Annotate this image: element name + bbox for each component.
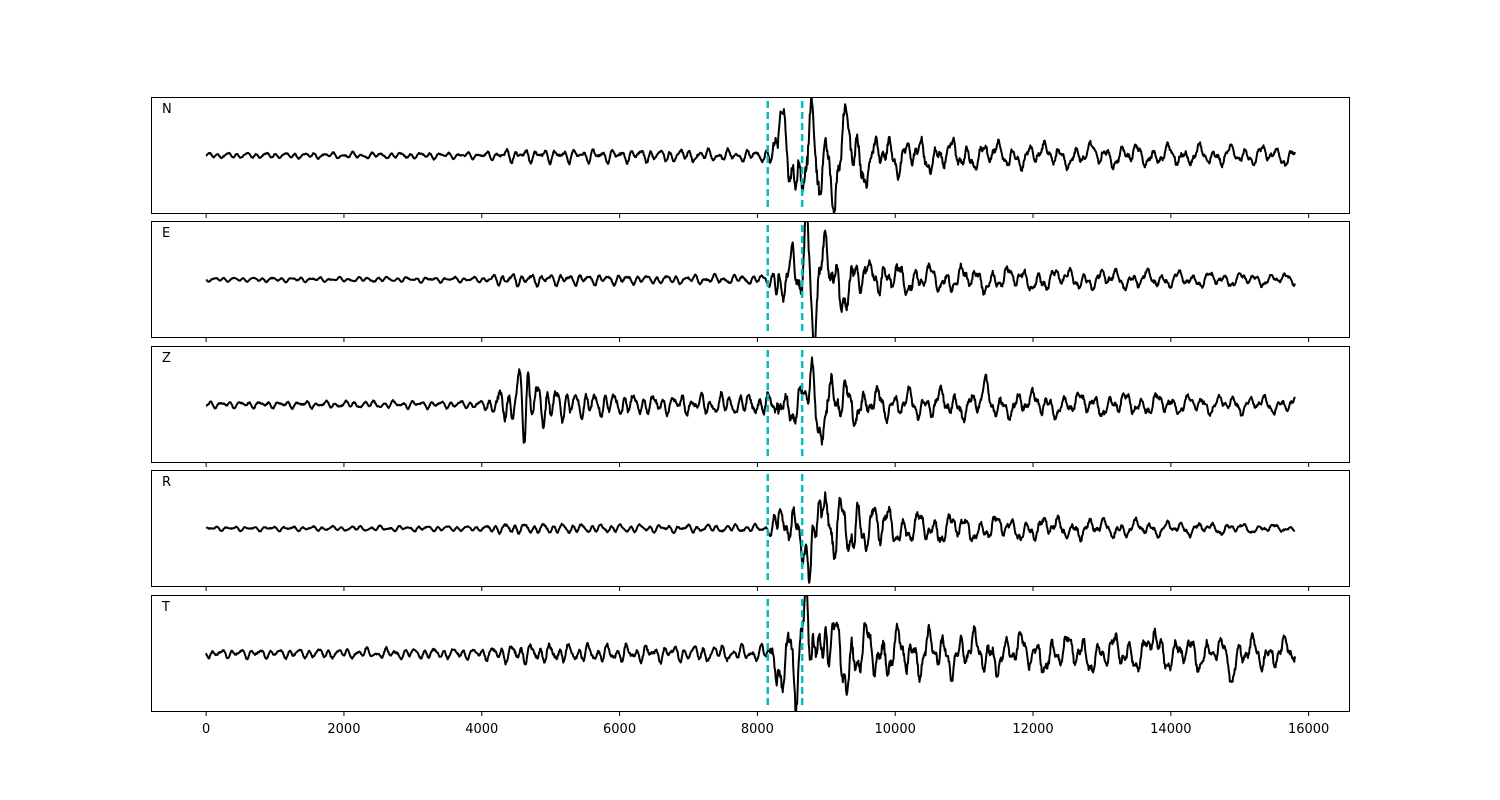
waveform-trace-n <box>205 97 1296 214</box>
waveform-trace-r <box>205 491 1296 584</box>
waveform-trace-e <box>205 221 1296 338</box>
x-tick-label: 6000 <box>603 722 636 737</box>
x-axis: 0 2000 4000 6000 8000 10000 12000 14000 16000 <box>202 722 1329 737</box>
x-tick-label: 10000 <box>875 722 916 737</box>
x-tick-label: 2000 <box>327 722 360 737</box>
panel-label: T <box>161 600 170 615</box>
panels-group: N E Z R T <box>151 97 1350 716</box>
x-tick-label: 12000 <box>1012 722 1053 737</box>
panel-e: E <box>151 221 1350 342</box>
x-tick-label: 14000 <box>1150 722 1191 737</box>
panel-r: R <box>151 470 1350 591</box>
waveform-trace-t <box>205 595 1296 712</box>
panel-z: Z <box>151 346 1350 467</box>
panel-n: N <box>151 97 1350 218</box>
x-tick-label: 0 <box>202 722 210 737</box>
x-tick-label: 8000 <box>741 722 774 737</box>
waveform-trace-z <box>205 356 1296 446</box>
panel-t: T <box>151 595 1350 716</box>
panel-label: Z <box>162 351 171 366</box>
x-tick-label: 4000 <box>465 722 498 737</box>
panel-label: E <box>162 226 170 241</box>
panel-label: R <box>162 475 171 490</box>
panel-label: N <box>162 102 172 117</box>
x-tick-label: 16000 <box>1288 722 1329 737</box>
